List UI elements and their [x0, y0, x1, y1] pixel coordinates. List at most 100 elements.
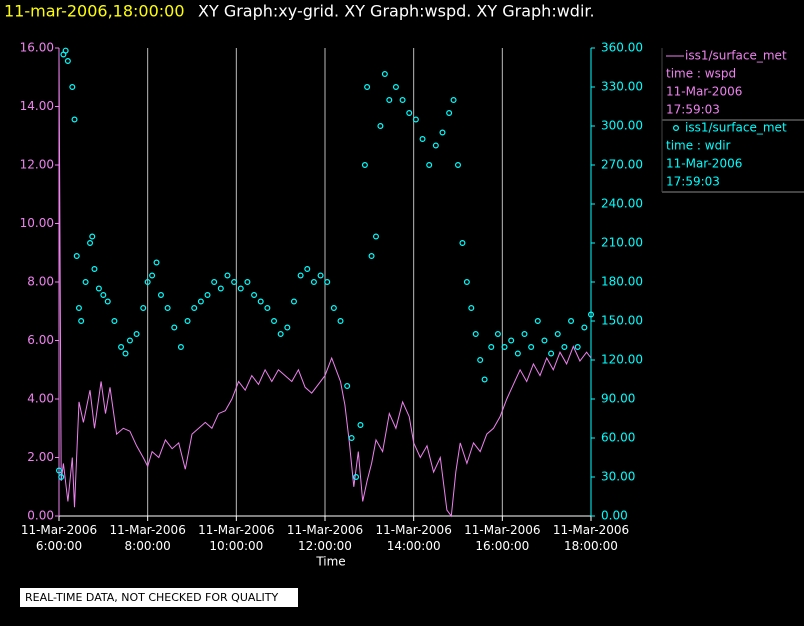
legend-entry: iss1/surface_met — [685, 49, 787, 63]
scatter-point — [455, 162, 462, 169]
y2-tick-label: 30.00 — [601, 470, 635, 484]
x-tick-label: 11-Mar-2006 10:00:00 — [198, 523, 274, 553]
scatter-point — [95, 285, 102, 292]
scatter-point — [237, 285, 244, 292]
y-tick-label: 16.00 — [20, 41, 54, 55]
y-tick-label: 10.00 — [20, 216, 54, 230]
x-tick-label: 11-Mar-2006 12:00:00 — [287, 523, 363, 553]
y2-tick-label: 0.00 — [601, 509, 628, 523]
scatter-point — [191, 305, 198, 312]
scatter-point — [372, 233, 379, 240]
scatter-point — [244, 279, 251, 286]
scatter-point — [144, 279, 151, 286]
scatter-point — [290, 298, 297, 305]
scatter-point — [426, 162, 433, 169]
scatter-point — [140, 305, 147, 312]
scatter-point — [406, 109, 413, 116]
scatter-point — [204, 292, 211, 299]
scatter-point — [528, 344, 535, 351]
scatter-point — [494, 331, 501, 338]
y-tick-label: 12.00 — [20, 158, 54, 172]
scatter-point — [304, 266, 311, 273]
scatter-point — [58, 474, 65, 481]
title-stamp: 11-mar-2006,18:00:00 — [4, 2, 185, 21]
legend-detail: 11-Mar-2006 — [666, 85, 742, 99]
scatter-point — [231, 279, 238, 286]
y2-tick-label: 90.00 — [601, 392, 635, 406]
scatter-point — [468, 305, 475, 312]
scatter-point — [73, 253, 80, 260]
y-tick-label: 0.00 — [27, 509, 54, 523]
scatter-point — [364, 83, 371, 90]
scatter-point — [211, 279, 218, 286]
scatter-point — [344, 383, 351, 390]
scatter-point — [353, 474, 360, 481]
scatter-point — [91, 266, 98, 273]
scatter-point — [324, 279, 331, 286]
y-tick-label: 2.00 — [27, 450, 54, 464]
scatter-point — [87, 240, 94, 247]
scatter-point — [271, 318, 278, 325]
legend-entry: iss1/surface_met — [685, 121, 787, 135]
y2-tick-label: 120.00 — [601, 353, 643, 367]
scatter-point — [224, 272, 231, 279]
scatter-point — [177, 344, 184, 351]
scatter-point — [488, 344, 495, 351]
chart-title: XY Graph:xy-grid. XY Graph:wspd. XY Grap… — [198, 2, 595, 21]
scatter-point — [171, 324, 178, 331]
scatter-point — [481, 376, 488, 383]
y2-tick-label: 360.00 — [601, 41, 643, 55]
y-tick-label: 14.00 — [20, 99, 54, 113]
scatter-point — [587, 311, 594, 318]
annotation-box — [20, 588, 298, 607]
scatter-point — [164, 305, 171, 312]
y2-tick-label: 210.00 — [601, 236, 643, 250]
scatter-point — [264, 305, 271, 312]
y-tick-label: 4.00 — [27, 392, 54, 406]
legend-detail: time : wdir — [666, 139, 731, 153]
y2-tick-label: 150.00 — [601, 314, 643, 328]
x-tick-label: 11-Mar-2006 6:00:00 — [21, 523, 97, 553]
scatter-point — [126, 337, 133, 344]
scatter-point — [78, 318, 85, 325]
legend-detail: time : wspd — [666, 67, 736, 81]
scatter-point — [55, 467, 62, 474]
scatter-point — [277, 331, 284, 338]
legend-detail: 17:59:03 — [666, 103, 720, 117]
series-line — [58, 53, 592, 518]
scatter-point — [361, 162, 368, 169]
scatter-point — [251, 292, 258, 299]
scatter-point — [381, 70, 388, 77]
scatter-point — [501, 344, 508, 351]
x-tick-label: 11-Mar-2006 16:00:00 — [464, 523, 540, 553]
scatter-point — [197, 298, 204, 305]
scatter-point — [330, 305, 337, 312]
scatter-point — [118, 344, 125, 351]
scatter-point — [386, 96, 393, 103]
scatter-point — [541, 337, 548, 344]
y-tick-label: 6.00 — [27, 333, 54, 347]
y2-tick-label: 270.00 — [601, 158, 643, 172]
scatter-point — [133, 331, 140, 338]
y2-tick-label: 330.00 — [601, 80, 643, 94]
scatter-point — [514, 350, 521, 357]
scatter-point — [581, 324, 588, 331]
scatter-point — [521, 331, 528, 338]
y2-tick-label: 180.00 — [601, 275, 643, 289]
scatter-point — [297, 272, 304, 279]
scatter-point — [554, 331, 561, 338]
y-tick-label: 8.00 — [27, 275, 54, 289]
scatter-point — [317, 272, 324, 279]
x-tick-label: 11-Mar-2006 8:00:00 — [109, 523, 185, 553]
scatter-point — [548, 350, 555, 357]
scatter-point — [450, 96, 457, 103]
scatter-point — [432, 142, 439, 149]
scatter-point — [82, 279, 89, 286]
scatter-point — [368, 253, 375, 260]
scatter-point — [217, 285, 224, 292]
scatter-point — [104, 298, 111, 305]
scatter-point — [348, 435, 355, 442]
scatter-point — [310, 279, 317, 286]
scatter-point — [399, 96, 406, 103]
